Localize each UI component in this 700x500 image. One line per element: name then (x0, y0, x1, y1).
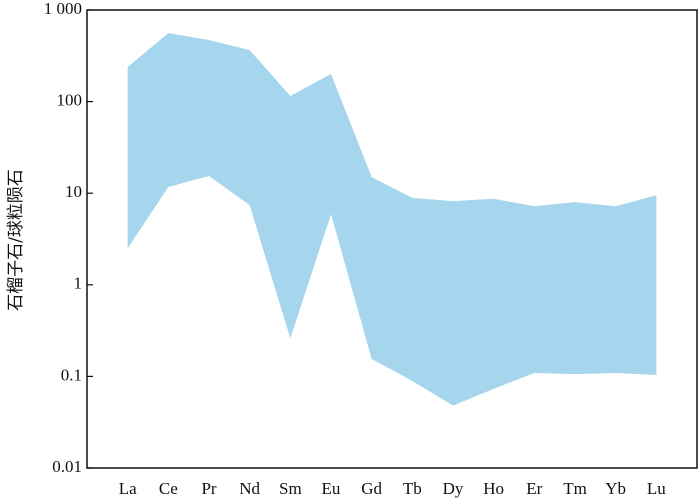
y-tick-label: 100 (57, 91, 83, 110)
x-tick-label: Nd (239, 479, 260, 498)
x-tick-label: Ce (159, 479, 178, 498)
y-axis-label: 石榴子石/球粒陨石 (6, 169, 26, 311)
x-tick-label: Dy (443, 479, 464, 498)
range-band (127, 33, 657, 406)
x-tick-label: La (119, 479, 137, 498)
x-tick-label: Er (526, 479, 542, 498)
x-tick-label: Tm (563, 479, 587, 498)
x-tick-label: Sm (279, 479, 302, 498)
y-tick-label: 1 000 (44, 0, 82, 18)
x-tick-label: Ho (483, 479, 504, 498)
x-tick-label: Gd (361, 479, 382, 498)
x-tick-label: Tb (403, 479, 422, 498)
y-tick-label: 10 (65, 182, 82, 201)
y-tick-label: 0.1 (61, 365, 82, 384)
y-tick-label: 0.01 (52, 457, 82, 476)
x-tick-label: Eu (322, 479, 341, 498)
y-tick-label: 1 (74, 274, 83, 293)
x-tick-label: Pr (201, 479, 216, 498)
x-tick-label: Yb (605, 479, 626, 498)
plot-frame (86, 9, 698, 469)
x-tick-label: Lu (647, 479, 666, 498)
